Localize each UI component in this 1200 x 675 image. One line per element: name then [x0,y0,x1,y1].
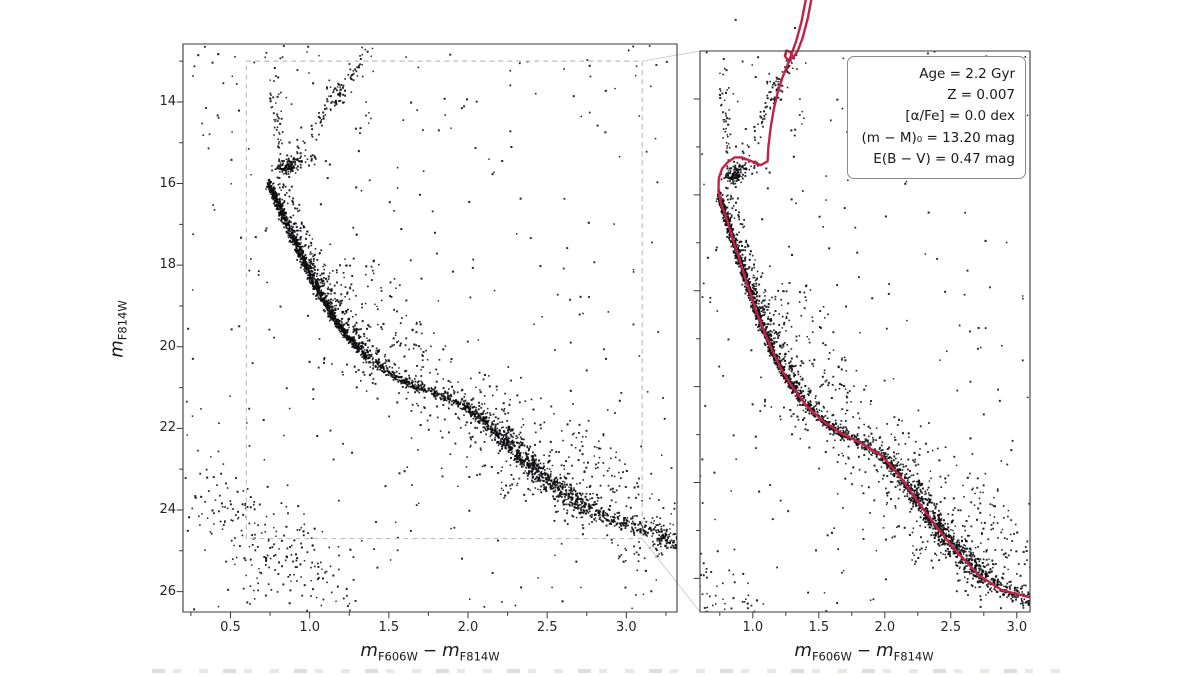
tick-label: 22 [159,420,176,436]
tick-label: 16 [159,175,176,191]
tick-label: 0.5 [220,620,241,635]
tick-label: 14 [159,93,176,109]
tick-label: 3.0 [1006,620,1028,635]
xlabel-variable-2: m [442,640,460,661]
tick-label: 1.5 [378,620,400,635]
xlabel-variable-2: m [876,640,894,661]
xlabel-subscript-2: F814W [459,649,500,664]
xlabel-minus-sign: − [856,641,872,661]
xlabel-minus-sign: − [422,641,438,661]
legend-line: (m − M)₀ = 13.20 mag [861,129,1015,146]
legend-line: Z = 0.007 [947,87,1015,104]
tick-label: 24 [159,501,176,517]
tick-label: 3.0 [615,620,637,635]
tick-label: 2.0 [457,620,479,635]
right-panel-x-axis-label: mF606W − mF814W [794,640,933,663]
tick-label: 1.0 [299,620,320,635]
xlabel-subscript-2: F814W [893,649,934,664]
ylabel-subscript: F814W [115,300,130,341]
tick-label: 2.0 [874,620,896,635]
xlabel-variable-1: m [360,640,378,661]
left-panel-x-axis-label: mF606W − mF814W [360,640,499,663]
xlabel-subscript-1: F606W [811,649,852,664]
legend-line: [α/Fe] = 0.0 dex [905,108,1015,125]
legend-line: E(B − V) = 0.47 mag [873,150,1015,167]
ylabel-variable: m [106,340,128,358]
tick-label: 20 [159,338,176,354]
tick-label: 1.5 [808,620,830,635]
tick-label: 2.5 [536,620,558,635]
tick-label: 18 [159,257,176,273]
legend-line: Age = 2.2 Gyr [919,66,1015,82]
isochrone-parameters-legend: Age = 2.2 Gyr Z = 0.007 [α/Fe] = 0.0 dex (m… [846,56,1026,180]
xlabel-variable-1: m [794,640,812,661]
left-panel-y-axis-label: mF814W [106,300,129,357]
caption-cutoff [152,669,1062,673]
tick-label: 26 [159,583,176,599]
xlabel-subscript-1: F606W [377,649,418,664]
tick-label: 2.5 [940,620,962,635]
tick-label: 1.0 [742,620,764,635]
